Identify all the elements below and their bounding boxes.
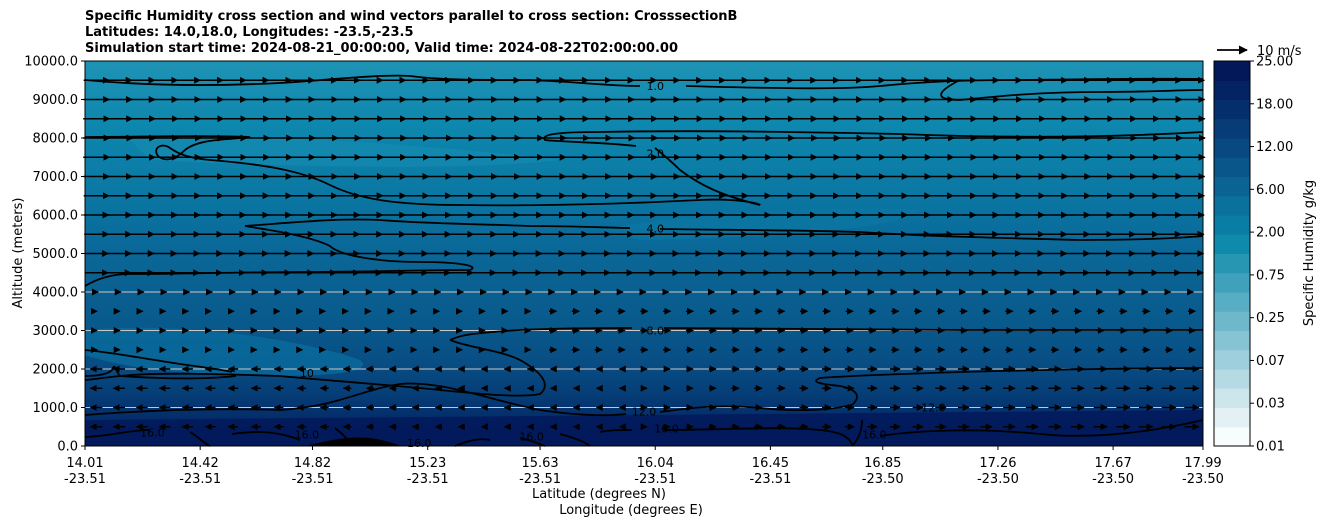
contour-label: 2.0 — [646, 147, 664, 160]
y-tick-label: 4000.0 — [33, 286, 79, 301]
colorbar-segment — [1214, 272, 1250, 293]
x-tick-label-lon: -23.50 — [1092, 472, 1134, 487]
colorbar-segment — [1214, 369, 1250, 389]
x-tick-label-lon: -23.51 — [179, 472, 221, 487]
colorbar-segment — [1214, 195, 1250, 216]
contour-label: 16.0 — [407, 437, 432, 450]
contour-label: 12.0 — [632, 405, 657, 418]
title-line-3: Simulation start time: 2024-08-21_00:00:… — [85, 41, 678, 56]
x-tick-label-lon: -23.51 — [749, 472, 791, 487]
x-tick-label-lat: 17.26 — [979, 456, 1016, 471]
title-line-1: Specific Humidity cross section and wind… — [85, 9, 738, 24]
colorbar-tick-label: 18.00 — [1256, 97, 1293, 112]
x-tick-label-lat: 17.99 — [1184, 456, 1221, 471]
contour-line — [84, 135, 761, 207]
colorbar-segment — [1214, 118, 1250, 139]
colorbar-tick-label: 0.25 — [1256, 311, 1285, 326]
colorbar-segment — [1214, 292, 1250, 312]
x-axis: 14.01-23.5114.42-23.5114.82-23.5115.23-2… — [64, 446, 1224, 487]
colorbar-tick-label: 2.00 — [1256, 226, 1285, 241]
contour-label: 16.0 — [295, 428, 320, 441]
contour-label: 4.0 — [646, 222, 664, 235]
y-tick-label: 2000.0 — [33, 363, 79, 378]
contour-label: 16.0 — [140, 427, 165, 440]
colorbar-tick-label: 12.00 — [1256, 140, 1293, 155]
colorbar-segment — [1214, 349, 1250, 370]
colorbar-tick-label: 0.07 — [1256, 354, 1285, 369]
title-line-2: Latitudes: 14.0,18.0, Longitudes: -23.5,… — [85, 25, 414, 40]
wind-vectors — [82, 76, 1206, 431]
y-tick-label: 8000.0 — [33, 132, 79, 147]
x-tick-label-lon: -23.51 — [64, 472, 106, 487]
x-tick-label-lon: -23.51 — [519, 472, 561, 487]
contour-label: 1.0 — [646, 80, 664, 93]
contour-label: 8.0 — [646, 325, 664, 338]
colorbar-segment — [1214, 61, 1250, 81]
x-tick-label-lon: -23.51 — [407, 472, 449, 487]
colorbar-segment — [1214, 330, 1250, 351]
quiver-key-label: 10 m/s — [1257, 44, 1302, 59]
colorbar-segment — [1214, 138, 1250, 158]
colorbar-tick-label: 0.75 — [1256, 268, 1285, 283]
humidity-patch — [85, 327, 364, 376]
contour-label: 16.0 — [519, 430, 544, 443]
x-tick-label-lat: 16.85 — [864, 456, 901, 471]
contour-line — [244, 218, 1204, 241]
x-axis-label-lon: Longitude (degrees E) — [559, 503, 703, 518]
x-tick-label-lat: 16.04 — [637, 456, 674, 471]
y-tick-label: 3000.0 — [33, 324, 79, 339]
colorbar-tick-label: 25.00 — [1256, 55, 1293, 70]
terrain — [305, 437, 402, 446]
colorbar-segment — [1214, 311, 1250, 331]
contour-label: 12.0 — [921, 402, 946, 415]
y-tick-label: 0.0 — [57, 440, 78, 455]
contour-label: 16.0 — [862, 428, 887, 441]
colorbar: 0.01 0.03 0.07 0.25 0.75 2.00 6.00 12.00 18.00 25… — [1213, 55, 1293, 455]
colorbar-segment — [1214, 215, 1250, 235]
y-tick-label: 7000.0 — [33, 170, 79, 185]
colorbar-segment — [1214, 157, 1250, 177]
x-tick-label-lon: -23.51 — [292, 472, 334, 487]
colorbar-segment — [1214, 253, 1250, 274]
x-axis-label-lat: Latitude (degrees N) — [532, 487, 666, 502]
chart-title: Specific Humidity cross section and wind… — [85, 9, 1185, 57]
colorbar-segment — [1214, 234, 1250, 254]
y-tick-label: 5000.0 — [33, 247, 79, 262]
colorbar-segment — [1214, 426, 1250, 447]
y-tick-label: 6000.0 — [33, 209, 79, 224]
x-tick-label-lat: 15.63 — [521, 456, 558, 471]
colorbar-tick-label: 6.00 — [1256, 183, 1285, 198]
colorbar-segment — [1214, 176, 1250, 197]
x-tick-label-lat: 15.23 — [409, 456, 446, 471]
x-tick-label-lat: 16.45 — [752, 456, 789, 471]
x-tick-label-lon: -23.50 — [977, 472, 1019, 487]
x-tick-label-lon: -23.51 — [634, 472, 676, 487]
colorbar-segment — [1214, 80, 1250, 100]
colorbar-label: Specific Humidity g/kg — [1302, 180, 1317, 326]
y-tick-label: 10000.0 — [24, 55, 78, 70]
contour-label: 16.0 — [654, 423, 679, 436]
y-tick-label: 1000.0 — [33, 401, 79, 416]
y-axis: 0.0 1000.0 2000.0 3000.0 4000.0 5000.0 6000.0 7… — [24, 55, 85, 455]
colorbar-tick-label: 0.03 — [1256, 397, 1285, 412]
colorbar-segment — [1214, 388, 1250, 408]
colorbar-segment — [1214, 407, 1250, 428]
contour-line — [940, 79, 1204, 101]
colorbar-tick-label: 0.01 — [1256, 440, 1285, 455]
y-axis-label: Altitude (meters) — [11, 198, 26, 309]
y-tick-label: 9000.0 — [33, 93, 79, 108]
x-tick-label-lon: -23.50 — [1182, 472, 1224, 487]
x-tick-label-lat: 14.82 — [294, 456, 331, 471]
colorbar-frame — [1213, 60, 1251, 447]
x-tick-label-lat: 17.67 — [1095, 456, 1132, 471]
colorbar-segment — [1214, 99, 1250, 120]
contour-line — [815, 367, 1204, 406]
x-tick-label-lat: 14.01 — [66, 456, 103, 471]
humidity-patch — [600, 208, 920, 240]
x-tick-label-lon: -23.50 — [862, 472, 904, 487]
x-tick-label-lat: 14.42 — [182, 456, 219, 471]
